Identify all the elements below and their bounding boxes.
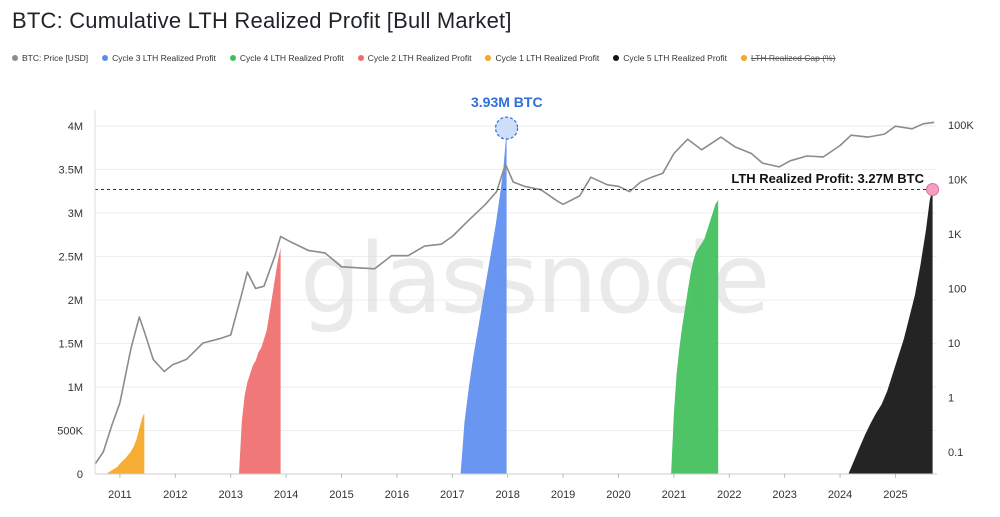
x-tick-label: 2017 <box>440 489 464 501</box>
legend-item[interactable]: Cycle 4 LTH Realized Profit <box>229 53 344 63</box>
x-tick-label: 2011 <box>108 489 132 501</box>
peak-marker <box>494 116 519 140</box>
legend-label: Cycle 4 LTH Realized Profit <box>239 53 344 63</box>
chart-title: BTC: Cumulative LTH Realized Profit [Bul… <box>12 8 512 33</box>
area-cycle-2-lth-realized-profit <box>239 247 281 474</box>
y-right-tick-label: 1K <box>948 229 962 241</box>
y-tick-label: 2M <box>68 295 83 307</box>
peak-annotation: 3.93M BTC <box>471 94 543 110</box>
x-tick-label: 2024 <box>828 489 852 501</box>
legend-swatch <box>613 55 620 61</box>
y-tick-label: 1M <box>68 382 83 394</box>
x-tick-label: 2025 <box>883 489 907 501</box>
y-axis-right: 0.1 1 10 100 1K 10K 100K <box>948 120 974 459</box>
x-tick-label: 2019 <box>551 489 575 501</box>
annotations: 3.93M BTC LTH Realized Profit: 3.27M BTC <box>471 94 940 197</box>
y-tick-label: 1.5M <box>59 339 83 351</box>
grid-lines <box>95 125 937 475</box>
legend-swatch <box>741 55 748 61</box>
y-tick-label: 0 <box>77 469 83 481</box>
legend-label: Cycle 2 LTH Realized Profit <box>367 53 472 63</box>
legend-label: BTC: Price [USD] <box>22 53 89 63</box>
x-tick-label: 2016 <box>385 489 409 501</box>
area-cycle-4-lth-realized-profit <box>671 199 719 474</box>
x-tick-label: 2015 <box>329 489 353 501</box>
legend-label: Cycle 5 LTH Realized Profit <box>623 53 728 63</box>
legend-swatch <box>102 55 109 61</box>
legend-item[interactable]: LTH Realized Cap (%) <box>741 53 835 63</box>
y-right-tick-label: 10 <box>948 338 960 350</box>
x-tick-label: 2013 <box>218 489 242 501</box>
y-right-tick-label: 10K <box>948 175 968 187</box>
legend-item[interactable]: Cycle 3 LTH Realized Profit <box>102 53 216 63</box>
y-tick-label: 3M <box>68 208 83 220</box>
x-tick-label: 2018 <box>495 489 519 501</box>
chart-legend: BTC: Price [USD] Cycle 3 LTH Realized Pro… <box>12 53 835 63</box>
cycle-areas <box>106 132 933 474</box>
x-tick-label: 2012 <box>163 489 187 501</box>
legend-swatch <box>229 55 236 61</box>
legend-item[interactable]: Cycle 1 LTH Realized Profit <box>485 53 599 63</box>
y-tick-label: 4M <box>68 121 83 133</box>
x-tick-label: 2021 <box>662 489 686 501</box>
legend-swatch <box>12 55 18 61</box>
price-line <box>94 121 935 465</box>
x-tick-label: 2023 <box>772 489 796 501</box>
y-tick-label: 500K <box>57 426 83 438</box>
x-tick-label: 2014 <box>274 489 298 501</box>
area-cycle-1-lth-realized-profit <box>106 413 145 474</box>
y-right-tick-label: 100K <box>948 120 974 132</box>
area-cycle-3-lth-realized-profit <box>460 132 507 474</box>
legend-item[interactable]: Cycle 2 LTH Realized Profit <box>357 53 472 63</box>
area-cycle-5-lth-realized-profit <box>848 189 933 474</box>
current-marker <box>926 183 940 197</box>
x-tick-label: 2022 <box>717 489 741 501</box>
x-tick-label: 2020 <box>606 489 630 501</box>
legend-item[interactable]: Cycle 5 LTH Realized Profit <box>613 53 727 63</box>
y-right-tick-label: 1 <box>948 393 954 405</box>
price-series-line <box>94 121 935 465</box>
x-axis: 2011 2012 2013 2014 2015 2016 2017 2018 2019 2020… <box>94 110 937 501</box>
y-right-tick-label: 0.1 <box>948 447 963 459</box>
y-right-tick-label: 100 <box>948 284 966 296</box>
y-tick-label: 3.5M <box>59 165 83 177</box>
legend-label: Cycle 1 LTH Realized Profit <box>495 53 600 63</box>
legend-swatch <box>485 55 492 61</box>
legend-label: Cycle 3 LTH Realized Profit <box>112 53 216 63</box>
lth-annotation: LTH Realized Profit: 3.27M BTC <box>731 171 924 186</box>
legend-item[interactable]: BTC: Price [USD] <box>12 53 88 63</box>
legend-label: LTH Realized Cap (%) <box>751 53 836 63</box>
y-tick-label: 2.5M <box>59 252 83 264</box>
y-axis-left: 0 500K 1M 1.5M 2M 2.5M 3M 3.5M 4M <box>57 121 83 481</box>
legend-swatch <box>357 55 364 61</box>
